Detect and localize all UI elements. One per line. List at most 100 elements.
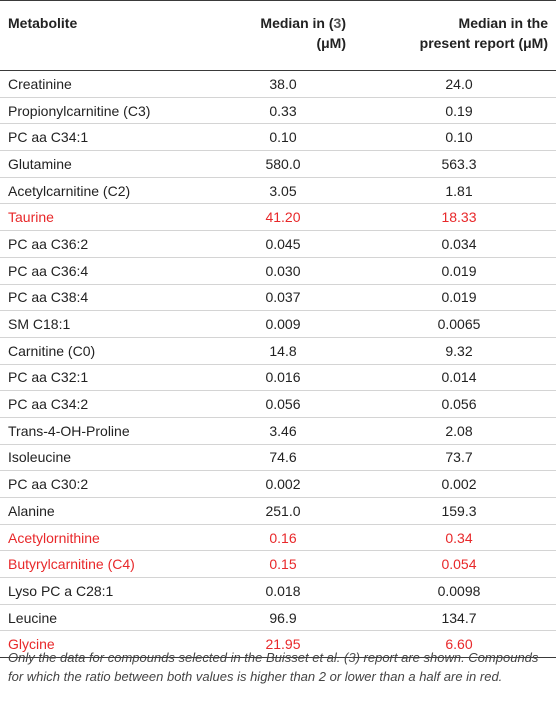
median-ref-value: 14.8 bbox=[269, 342, 297, 359]
median-ref-value: 0.045 bbox=[265, 235, 301, 252]
median-present-value: 159.3 bbox=[441, 502, 477, 519]
median-present-value: 0.056 bbox=[441, 396, 477, 413]
table-row: PC aa C32:1 0.016 0.014 bbox=[0, 364, 556, 391]
table-row: Leucine 96.9 134.7 bbox=[0, 604, 556, 631]
table-row: PC aa C30:2 0.002 0.002 bbox=[0, 471, 556, 498]
table-row: Glycine 21.95 6.60 bbox=[0, 631, 556, 658]
median-present-value: 0.19 bbox=[445, 102, 473, 119]
table-row: Isoleucine 74.6 73.7 bbox=[0, 444, 556, 471]
median-present-value: 24.0 bbox=[445, 75, 473, 92]
header-median-present-line1: Median in the bbox=[458, 15, 548, 31]
metabolite-name: Leucine bbox=[8, 609, 58, 626]
median-ref-value: 0.030 bbox=[265, 262, 301, 279]
header-metabolite: Metabolite bbox=[8, 15, 78, 31]
metabolite-name: SM C18:1 bbox=[8, 316, 71, 333]
metabolite-table: Metabolite Median in (3) (μM) Median in t… bbox=[0, 0, 556, 658]
metabolite-name: Glycine bbox=[8, 636, 55, 653]
metabolite-name: PC aa C36:4 bbox=[8, 262, 89, 279]
median-ref-value: 0.10 bbox=[269, 129, 297, 146]
table-row: PC aa C36:2 0.045 0.034 bbox=[0, 231, 556, 258]
median-ref-value: 0.002 bbox=[265, 476, 301, 493]
metabolite-name: Isoleucine bbox=[8, 449, 72, 466]
header-median-ref-line1-post: ) bbox=[341, 15, 346, 31]
table-row: Alanine 251.0 159.3 bbox=[0, 498, 556, 525]
median-present-value: 0.0065 bbox=[437, 316, 481, 333]
median-ref-value: 96.9 bbox=[269, 609, 297, 626]
median-present-value: 0.019 bbox=[441, 262, 477, 279]
table-row: Propionylcarnitine (C3) 0.33 0.19 bbox=[0, 97, 556, 124]
header-median-ref-line2: (μM) bbox=[316, 35, 346, 51]
median-ref-value: 0.056 bbox=[265, 396, 301, 413]
metabolite-name: PC aa C32:1 bbox=[8, 369, 89, 386]
median-present-value: 1.81 bbox=[445, 182, 473, 199]
median-ref-value: 38.0 bbox=[269, 75, 297, 92]
table-row: PC aa C38:4 0.037 0.019 bbox=[0, 284, 556, 311]
header-median-ref: Median in (3) (μM) bbox=[204, 1, 362, 71]
median-ref-value: 3.46 bbox=[269, 422, 297, 439]
median-present-value: 6.60 bbox=[445, 636, 473, 653]
footnote-ref-link[interactable]: 3 bbox=[348, 650, 356, 665]
table-row: Butyrylcarnitine (C4) 0.15 0.054 bbox=[0, 551, 556, 578]
table-row: Acetylcarnitine (C2) 3.05 1.81 bbox=[0, 177, 556, 204]
table-body: Creatinine 38.0 24.0 Propionylcarnitine (C3… bbox=[0, 71, 556, 658]
metabolite-name: PC aa C30:2 bbox=[8, 476, 89, 493]
median-present-value: 0.014 bbox=[441, 369, 477, 386]
metabolite-name: Trans-4-OH-Proline bbox=[8, 422, 130, 439]
table-row: Trans-4-OH-Proline 3.46 2.08 bbox=[0, 417, 556, 445]
table-row: SM C18:1 0.009 0.0065 bbox=[0, 311, 556, 338]
median-ref-value: 3.05 bbox=[269, 182, 297, 199]
header-ref-link[interactable]: 3 bbox=[333, 15, 342, 31]
table-row: Creatinine 38.0 24.0 bbox=[0, 71, 556, 98]
metabolite-name: Taurine bbox=[8, 209, 54, 226]
metabolite-name: Carnitine (C0) bbox=[8, 342, 96, 359]
header-row: Metabolite Median in (3) (μM) Median in t… bbox=[0, 0, 556, 71]
median-present-value: 0.34 bbox=[445, 529, 473, 546]
footnote-post: ) report are shown. Compounds for which … bbox=[8, 650, 539, 684]
metabolite-name: PC aa C38:4 bbox=[8, 289, 89, 306]
header-median-present: Median in the present report (μM) bbox=[362, 1, 556, 71]
table-row: Taurine 41.20 18.33 bbox=[0, 204, 556, 231]
median-ref-value: 0.016 bbox=[265, 369, 301, 386]
median-ref-value: 0.018 bbox=[265, 582, 301, 599]
metabolite-name: PC aa C36:2 bbox=[8, 235, 89, 252]
median-present-value: 9.32 bbox=[445, 342, 473, 359]
median-present-value: 2.08 bbox=[445, 422, 473, 439]
median-present-value: 0.002 bbox=[441, 476, 477, 493]
median-ref-value: 580.0 bbox=[265, 155, 301, 172]
median-present-value: 18.33 bbox=[441, 209, 477, 226]
table-row: PC aa C34:2 0.056 0.056 bbox=[0, 391, 556, 418]
header-median-present-line2: present report (μM) bbox=[419, 35, 548, 51]
metabolite-name: PC aa C34:1 bbox=[8, 129, 89, 146]
median-present-value: 0.0098 bbox=[437, 582, 481, 599]
table-row: Acetylornithine 0.16 0.34 bbox=[0, 524, 556, 551]
median-ref-value: 0.037 bbox=[265, 289, 301, 306]
median-ref-value: 21.95 bbox=[265, 636, 301, 653]
metabolite-name: Acetylcarnitine (C2) bbox=[8, 182, 131, 199]
median-present-value: 73.7 bbox=[445, 449, 473, 466]
table-row: Lyso PC a C28:1 0.018 0.0098 bbox=[0, 578, 556, 605]
header-median-ref-line1-pre: Median in ( bbox=[260, 15, 334, 31]
footnote-pre: Only the data for compounds selected in … bbox=[8, 650, 349, 665]
metabolite-name: Glutamine bbox=[8, 155, 72, 172]
metabolite-name: Propionylcarnitine (C3) bbox=[8, 102, 151, 119]
median-ref-value: 74.6 bbox=[269, 449, 297, 466]
table-footnote: Only the data for compounds selected in … bbox=[8, 648, 552, 686]
median-ref-value: 0.33 bbox=[269, 102, 297, 119]
metabolite-name: Alanine bbox=[8, 502, 55, 519]
table-row: PC aa C36:4 0.030 0.019 bbox=[0, 257, 556, 284]
metabolite-name: Butyrylcarnitine (C4) bbox=[8, 556, 135, 573]
median-present-value: 0.054 bbox=[441, 556, 477, 573]
median-present-value: 134.7 bbox=[441, 609, 477, 626]
median-ref-value: 0.009 bbox=[265, 316, 301, 333]
metabolite-name: Lyso PC a C28:1 bbox=[8, 582, 114, 599]
median-present-value: 0.034 bbox=[441, 235, 477, 252]
metabolite-name: Creatinine bbox=[8, 75, 72, 92]
metabolite-name: Acetylornithine bbox=[8, 529, 100, 546]
median-present-value: 0.019 bbox=[441, 289, 477, 306]
median-present-value: 0.10 bbox=[445, 129, 473, 146]
table-row: Carnitine (C0) 14.8 9.32 bbox=[0, 337, 556, 365]
median-ref-value: 41.20 bbox=[265, 209, 301, 226]
table-row: PC aa C34:1 0.10 0.10 bbox=[0, 124, 556, 151]
table-row: Glutamine 580.0 563.3 bbox=[0, 151, 556, 178]
